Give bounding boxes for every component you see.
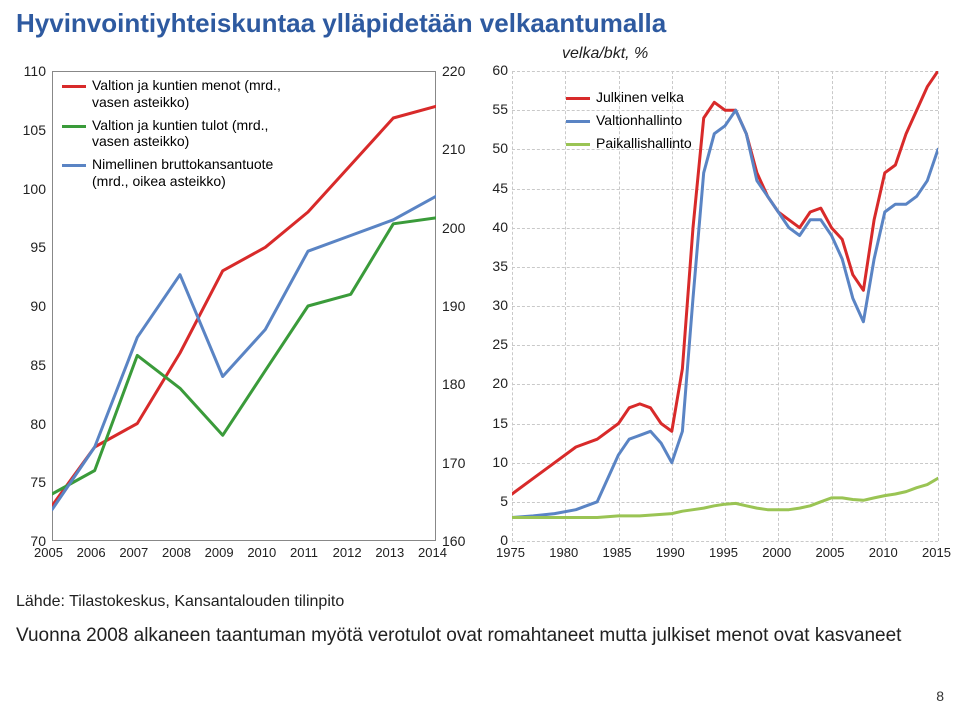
- legend-label: Julkinen velka: [596, 89, 684, 106]
- y-tick: 45: [486, 180, 508, 196]
- v-gridline: [938, 71, 939, 541]
- legend-item: Julkinen velka: [566, 89, 692, 106]
- right-legend: Julkinen velka Valtionhallinto Paikallisha…: [566, 89, 692, 157]
- legend-swatch: [566, 120, 590, 123]
- page-number: 8: [936, 688, 944, 704]
- x-tick: 2007: [119, 545, 148, 560]
- y-tick: 10: [486, 454, 508, 470]
- y-right-tick: 190: [442, 298, 465, 314]
- x-tick: 2010: [869, 545, 898, 560]
- y-right-tick: 180: [442, 376, 465, 392]
- charts-row: 7075808590951001051101601701801902002102…: [16, 47, 944, 587]
- legend-item: Valtion ja kuntien menot (mrd., vasen as…: [62, 77, 302, 111]
- x-tick: 1995: [709, 545, 738, 560]
- y-left-tick: 85: [16, 357, 46, 373]
- y-right-tick: 210: [442, 141, 465, 157]
- series-paikallis: [512, 478, 938, 517]
- y-tick: 50: [486, 140, 508, 156]
- x-tick: 2014: [418, 545, 447, 560]
- source-note: Lähde: Tilastokeskus, Kansantalouden til…: [16, 593, 944, 611]
- legend-item: Valtion ja kuntien tulot (mrd., vasen as…: [62, 117, 302, 151]
- x-tick: 2006: [77, 545, 106, 560]
- y-left-tick: 110: [16, 63, 46, 79]
- x-tick: 1990: [656, 545, 685, 560]
- y-tick: 55: [486, 101, 508, 117]
- y-tick: 25: [486, 336, 508, 352]
- y-left-tick: 75: [16, 474, 46, 490]
- legend-swatch: [62, 85, 86, 88]
- y-tick: 35: [486, 258, 508, 274]
- x-tick: 2013: [375, 545, 404, 560]
- right-chart: velka/bkt, %0510152025303540455055601975…: [486, 47, 956, 587]
- series-valtio: [512, 110, 938, 517]
- y-tick: 5: [486, 493, 508, 509]
- x-tick: 2011: [290, 545, 318, 560]
- page-title: Hyvinvointiyhteiskuntaa ylläpidetään vel…: [16, 8, 944, 39]
- y-right-tick: 170: [442, 455, 465, 471]
- legend-item: Paikallishallinto: [566, 135, 692, 152]
- x-tick: 1975: [496, 545, 525, 560]
- y-left-tick: 95: [16, 239, 46, 255]
- x-tick: 2009: [205, 545, 234, 560]
- y-left-tick: 100: [16, 181, 46, 197]
- x-tick: 2008: [162, 545, 191, 560]
- y-left-tick: 90: [16, 298, 46, 314]
- y-tick: 30: [486, 297, 508, 313]
- legend-swatch: [62, 125, 86, 128]
- y-tick: 15: [486, 415, 508, 431]
- x-tick: 1985: [603, 545, 632, 560]
- x-tick: 2012: [333, 545, 362, 560]
- x-tick: 1980: [549, 545, 578, 560]
- legend-swatch: [566, 143, 590, 146]
- left-chart: 7075808590951001051101601701801902002102…: [16, 47, 466, 587]
- y-right-tick: 200: [442, 220, 465, 236]
- y-tick: 40: [486, 219, 508, 235]
- caption-note: Vuonna 2008 alkaneen taantuman myötä ver…: [16, 625, 944, 647]
- x-tick: 2005: [34, 545, 63, 560]
- legend-label: Paikallishallinto: [596, 135, 692, 152]
- y-right-tick: 220: [442, 63, 465, 79]
- legend-swatch: [62, 164, 86, 167]
- y-tick: 60: [486, 62, 508, 78]
- legend-label: Valtion ja kuntien tulot (mrd., vasen as…: [92, 117, 302, 151]
- x-tick: 2015: [922, 545, 951, 560]
- x-tick: 2005: [816, 545, 845, 560]
- y-left-tick: 80: [16, 416, 46, 432]
- x-tick: 2000: [762, 545, 791, 560]
- legend-label: Valtion ja kuntien menot (mrd., vasen as…: [92, 77, 302, 111]
- h-gridline: [512, 541, 938, 542]
- legend-item: Valtionhallinto: [566, 112, 692, 129]
- legend-swatch: [566, 97, 590, 100]
- x-tick: 2010: [247, 545, 276, 560]
- y-left-tick: 105: [16, 122, 46, 138]
- legend-label: Nimellinen bruttokansantuote (mrd., oike…: [92, 156, 302, 190]
- legend-label: Valtionhallinto: [596, 112, 682, 129]
- left-legend: Valtion ja kuntien menot (mrd., vasen as…: [62, 77, 302, 196]
- legend-item: Nimellinen bruttokansantuote (mrd., oike…: [62, 156, 302, 190]
- y-tick: 20: [486, 375, 508, 391]
- series-bkt: [52, 196, 436, 509]
- right-chart-title: velka/bkt, %: [562, 45, 648, 63]
